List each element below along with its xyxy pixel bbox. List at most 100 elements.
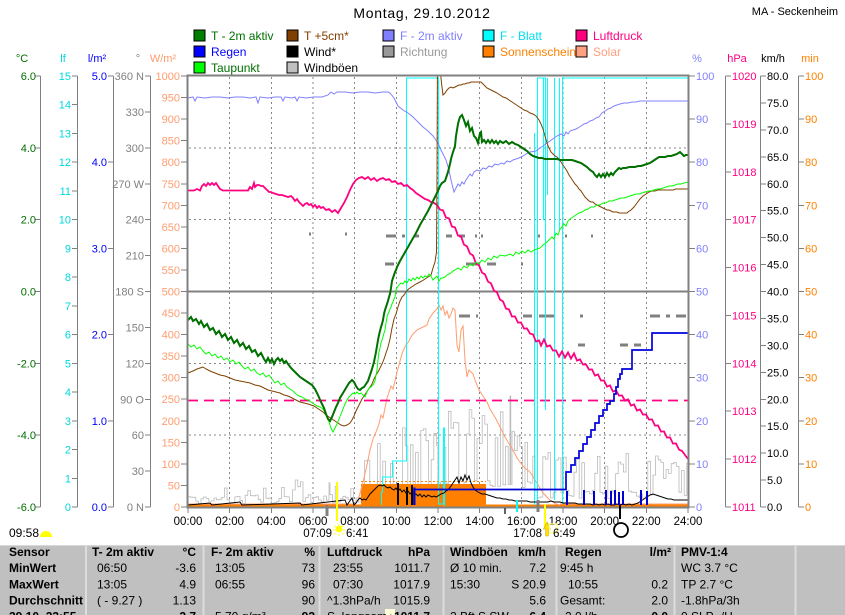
- svg-text:0 SLP -/H: 0 SLP -/H: [681, 610, 733, 615]
- svg-text:2.0 l/h: 2.0 l/h: [565, 610, 598, 615]
- svg-text:T - 2m aktiv: T - 2m aktiv: [211, 29, 273, 43]
- svg-text:°C: °C: [16, 53, 28, 65]
- svg-text:500: 500: [162, 287, 180, 299]
- svg-text:1020: 1020: [732, 71, 756, 83]
- svg-text:650: 650: [162, 222, 180, 234]
- svg-text:5: 5: [65, 358, 71, 370]
- svg-text:07:09: 07:09: [303, 528, 332, 540]
- svg-text:-3.6: -3.6: [175, 561, 196, 575]
- svg-text:Windböen: Windböen: [450, 545, 508, 559]
- svg-text:Richtung: Richtung: [400, 45, 447, 59]
- svg-text:W/m²: W/m²: [150, 53, 177, 65]
- svg-text:330: 330: [126, 107, 144, 119]
- svg-text:900: 900: [162, 114, 180, 126]
- svg-text:F- 2m aktiv: F- 2m aktiv: [211, 545, 274, 559]
- svg-text:2: 2: [65, 445, 71, 457]
- svg-text:T +5cm*: T +5cm*: [304, 29, 349, 43]
- svg-text:lf: lf: [60, 53, 66, 65]
- svg-text:2 Bft S SW: 2 Bft S SW: [450, 610, 509, 615]
- svg-text:13:05: 13:05: [97, 578, 127, 592]
- svg-text:23:55: 23:55: [333, 561, 363, 575]
- svg-text:15:30: 15:30: [450, 578, 480, 592]
- svg-text:1018: 1018: [732, 167, 756, 179]
- svg-text:6.4: 6.4: [529, 610, 546, 615]
- svg-text:1000: 1000: [156, 71, 180, 83]
- svg-text:Regen: Regen: [565, 545, 602, 559]
- svg-text:92: 92: [302, 610, 316, 615]
- svg-text:80: 80: [805, 157, 817, 169]
- svg-text:90: 90: [805, 114, 817, 126]
- svg-text:1.0: 1.0: [92, 416, 107, 428]
- svg-text:Taupunkt: Taupunkt: [211, 61, 260, 75]
- svg-text:70: 70: [696, 200, 708, 212]
- svg-text:5.0: 5.0: [767, 475, 782, 487]
- svg-text:%: %: [692, 53, 702, 65]
- svg-text:11: 11: [60, 186, 71, 198]
- svg-text:70: 70: [805, 200, 817, 212]
- svg-text:270 W: 270 W: [112, 179, 144, 191]
- svg-text:80: 80: [696, 157, 708, 169]
- svg-text:17:08: 17:08: [513, 528, 542, 540]
- svg-text:60: 60: [132, 430, 144, 442]
- svg-text:30: 30: [132, 466, 144, 478]
- svg-text:06:55: 06:55: [215, 578, 245, 592]
- svg-text:950: 950: [162, 93, 180, 105]
- svg-text:800: 800: [162, 157, 180, 169]
- svg-text:Montag, 29.10.2012: Montag, 29.10.2012: [353, 5, 490, 21]
- svg-text:100: 100: [162, 459, 180, 471]
- svg-text:10: 10: [805, 459, 817, 471]
- svg-text:1015: 1015: [732, 310, 756, 322]
- svg-text:Sonnenschein: Sonnenschein: [500, 45, 576, 59]
- svg-text:1012: 1012: [732, 454, 756, 466]
- svg-text:0: 0: [65, 502, 71, 514]
- svg-text:-1.8hPa/3h: -1.8hPa/3h: [681, 594, 740, 608]
- svg-text:1016: 1016: [732, 263, 756, 275]
- svg-text:90: 90: [696, 114, 708, 126]
- svg-text:60.0: 60.0: [767, 179, 788, 191]
- svg-text:13: 13: [59, 129, 71, 141]
- svg-text:2.0: 2.0: [651, 594, 668, 608]
- svg-text:40: 40: [805, 330, 817, 342]
- svg-text:20: 20: [805, 416, 817, 428]
- svg-text:750: 750: [162, 179, 180, 191]
- svg-text:TP 2.7 °C: TP 2.7 °C: [681, 578, 733, 592]
- svg-text:09:58: 09:58: [9, 526, 39, 540]
- svg-text:7: 7: [65, 301, 71, 313]
- svg-text:300: 300: [162, 373, 180, 385]
- svg-text:75.0: 75.0: [767, 98, 788, 110]
- svg-text:45.0: 45.0: [767, 260, 788, 272]
- svg-text:3: 3: [65, 416, 71, 428]
- svg-text:Durchschnitt: Durchschnitt: [9, 594, 83, 608]
- svg-text:360 N: 360 N: [115, 71, 144, 83]
- svg-text:96: 96: [302, 578, 316, 592]
- svg-text:MA - Seckenheim: MA - Seckenheim: [752, 6, 838, 18]
- svg-text:hPa: hPa: [408, 545, 430, 559]
- svg-text:Ø 10 min.: Ø 10 min.: [450, 561, 502, 575]
- svg-text:20.0: 20.0: [767, 394, 788, 406]
- svg-text:90 O: 90 O: [120, 394, 144, 406]
- svg-text:1013: 1013: [732, 406, 756, 418]
- svg-text:700: 700: [162, 200, 180, 212]
- svg-text:7.2: 7.2: [529, 561, 546, 575]
- svg-text:24:00: 24:00: [674, 516, 703, 528]
- svg-text:50: 50: [696, 287, 708, 299]
- svg-text:0.2: 0.2: [651, 578, 668, 592]
- svg-text:4: 4: [65, 387, 71, 399]
- svg-text:14: 14: [59, 100, 71, 112]
- svg-text:0 N: 0 N: [127, 502, 144, 514]
- svg-text:30: 30: [805, 373, 817, 385]
- svg-text:km/h: km/h: [518, 545, 546, 559]
- svg-text:30: 30: [696, 373, 708, 385]
- svg-text:50.0: 50.0: [767, 233, 788, 245]
- svg-text:5.70 g/m³: 5.70 g/m³: [215, 610, 266, 615]
- svg-text:14:00: 14:00: [465, 516, 494, 528]
- svg-text:0.0: 0.0: [651, 610, 668, 615]
- svg-text:450: 450: [162, 308, 180, 320]
- svg-text:min: min: [801, 53, 819, 65]
- svg-text:210: 210: [126, 251, 144, 263]
- svg-text:06:50: 06:50: [97, 561, 127, 575]
- svg-text:50: 50: [168, 480, 180, 492]
- svg-text:l/m²: l/m²: [88, 53, 107, 65]
- svg-text:8: 8: [65, 272, 71, 284]
- svg-text:1017.9: 1017.9: [393, 578, 430, 592]
